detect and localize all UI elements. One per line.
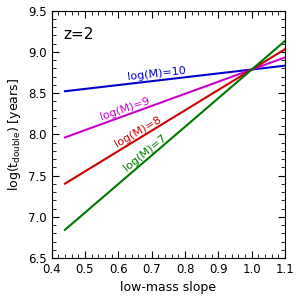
Y-axis label: log(t$_\mathrm{double}$) [years]: log(t$_\mathrm{double}$) [years] xyxy=(6,78,22,191)
Text: log(M)=9: log(M)=9 xyxy=(98,95,151,122)
Text: z=2: z=2 xyxy=(63,27,94,42)
Text: log(M)=7: log(M)=7 xyxy=(122,133,169,173)
X-axis label: low-mass slope: low-mass slope xyxy=(120,281,216,294)
Text: log(M)=8: log(M)=8 xyxy=(113,114,163,148)
Text: log(M)=10: log(M)=10 xyxy=(127,66,187,82)
